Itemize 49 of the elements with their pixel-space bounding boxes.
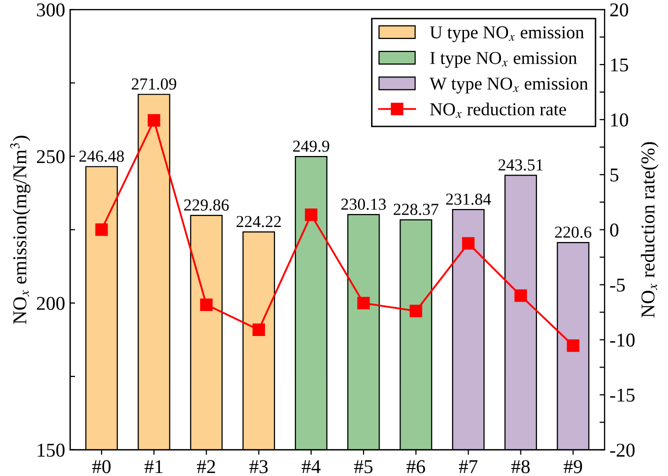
y2-tick-label: -15 xyxy=(610,388,635,402)
point xyxy=(252,323,265,336)
data-label: 243.51 xyxy=(498,159,543,171)
x-tick-label: #3 xyxy=(249,460,268,474)
y-axis-title: NO$_{x}$ emission(mg/Nm$^{3}$) xyxy=(10,136,30,324)
point xyxy=(148,114,160,127)
point xyxy=(410,304,422,318)
point xyxy=(566,339,580,352)
data-label: 246.48 xyxy=(79,150,124,162)
x-tick-label: #6 xyxy=(406,460,426,474)
data-label: 224.22 xyxy=(236,216,281,228)
legend-label: W type NO$_{x}$ emission xyxy=(430,78,588,94)
x-tick-label: #0 xyxy=(92,460,111,474)
data-label: 249.9 xyxy=(293,140,330,152)
point xyxy=(304,208,318,222)
y-tick-label: 200 xyxy=(36,296,65,310)
legend-label: I type NO$_{x}$ emission xyxy=(430,52,577,68)
data-label: 231.84 xyxy=(446,194,491,205)
y2-tick-label: 20 xyxy=(610,3,628,16)
data-label: 229.86 xyxy=(184,199,229,211)
legend-label: NO$_{x}$ reduction rate xyxy=(430,102,566,118)
x-tick-label: #8 xyxy=(511,460,530,474)
data-label: 271.09 xyxy=(132,78,176,90)
y-tick-label: 150 xyxy=(38,444,65,457)
y2-tick-label: -10 xyxy=(610,334,635,347)
y2-axis-title: NO$_{x}$ reduction rate(%) xyxy=(640,142,659,318)
x-tick-label: #2 xyxy=(196,460,216,474)
data-label: 230.13 xyxy=(341,198,386,210)
point xyxy=(514,289,527,302)
legend-label: U type NO$_{x}$ emission xyxy=(430,26,584,42)
y2-tick-label: 10 xyxy=(611,113,628,127)
point xyxy=(357,296,370,310)
y-tick-label: 250 xyxy=(36,150,65,164)
point xyxy=(95,223,108,236)
y2-tick-label: 5 xyxy=(610,168,618,182)
data-label: 220.6 xyxy=(555,226,592,238)
y2-tick-label: -20 xyxy=(610,444,635,457)
data-label: 228.37 xyxy=(394,204,438,216)
y2-tick-label: -5 xyxy=(610,278,625,292)
x-tick-label: #4 xyxy=(302,460,321,474)
point xyxy=(200,298,213,311)
x-tick-label: #5 xyxy=(354,460,372,474)
x-tick-label: #7 xyxy=(458,460,478,474)
y-tick-label: 300 xyxy=(37,3,65,16)
y2-tick-label: 0 xyxy=(610,223,618,237)
x-tick-label: #1 xyxy=(144,460,163,474)
y2-tick-label: 15 xyxy=(611,58,628,72)
point xyxy=(462,237,475,250)
x-tick-label: #9 xyxy=(564,460,582,474)
